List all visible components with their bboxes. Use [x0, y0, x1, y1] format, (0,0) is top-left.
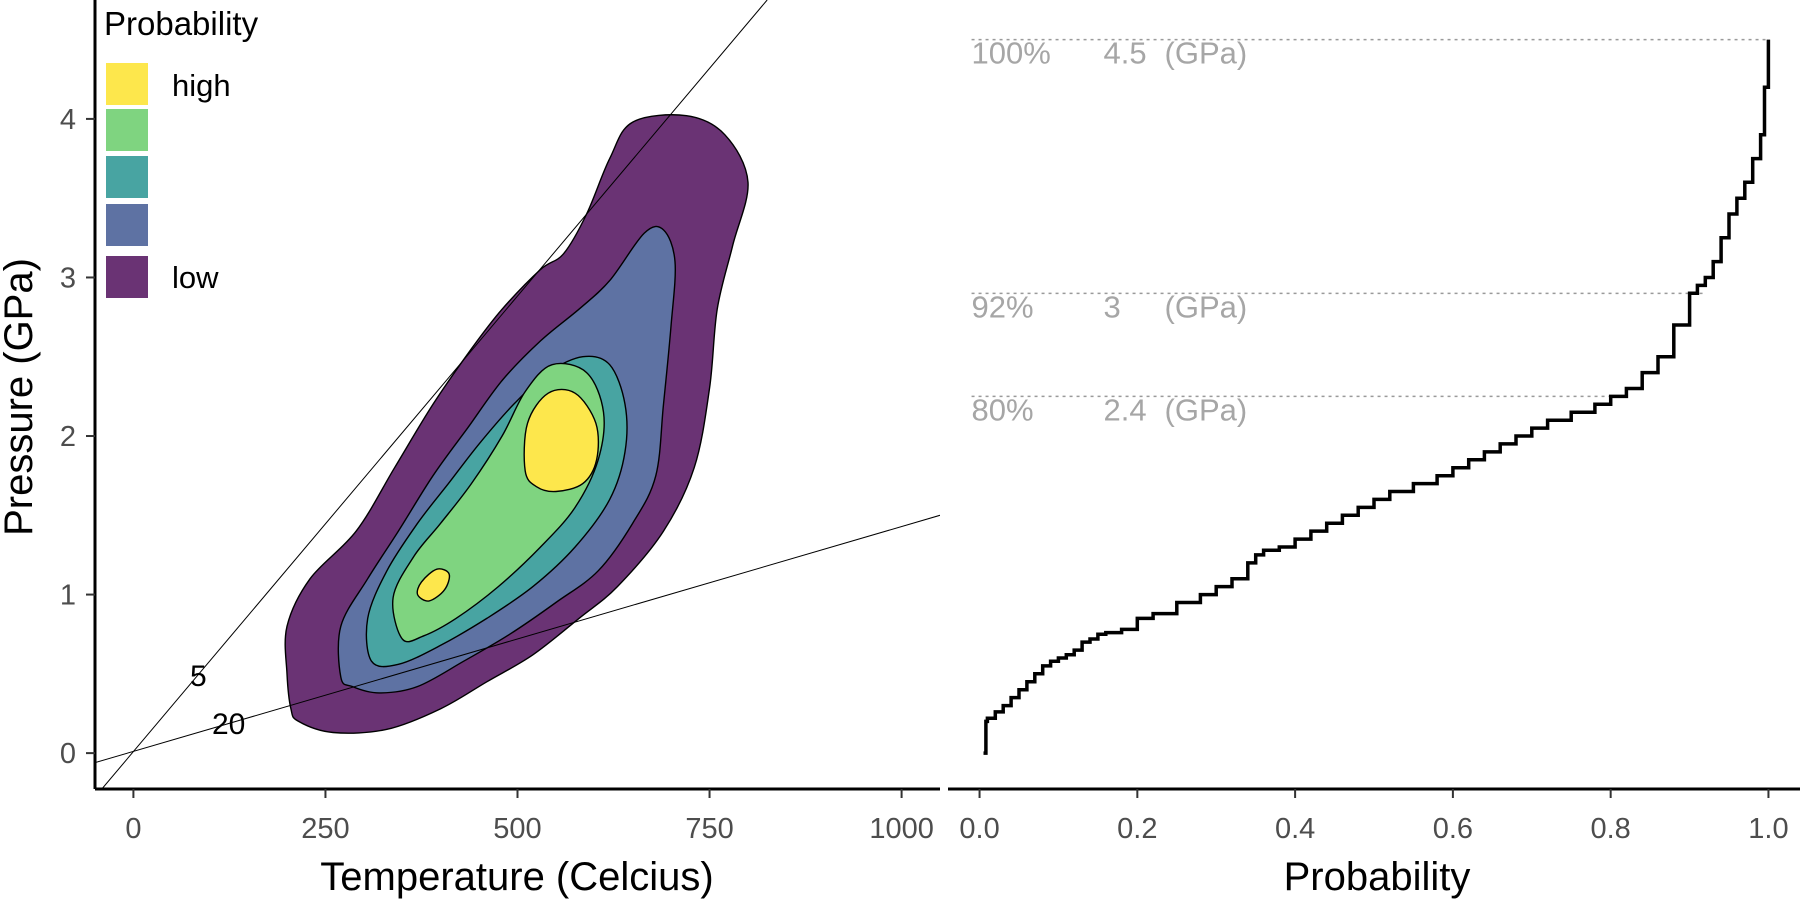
reference-unit: (GPa): [1165, 392, 1248, 427]
reference-value: 3: [1104, 289, 1121, 324]
legend-key-2: [104, 107, 150, 153]
right-x-axis-title: Probability: [1284, 855, 1471, 899]
probability-panel: 100% 4.5 (GPa)92% 3 (GPa)80% 2.4 (GPa) 0.0 0.2 0…: [948, 36, 1800, 899]
right-x-tick-label: 0.6: [1433, 813, 1473, 845]
reference-lines: 100% 4.5 (GPa) 92% 3 (GPa) 80% 2.4 (GPa): [971, 36, 1769, 427]
legend-key-low: [104, 254, 150, 300]
left-x-tick-label: 250: [301, 813, 349, 845]
left-y-ticks: 0 1 2 3 4: [60, 104, 95, 770]
contour-high-1: [416, 568, 451, 602]
left-y-axis-title: Pressure (GPa): [0, 258, 41, 536]
gradient-lines: [95, 0, 940, 788]
reference-value: 4.5: [1104, 36, 1147, 71]
contour-high-0: [523, 388, 600, 493]
left-y-tick-label: 1: [60, 580, 76, 612]
legend-label-high: high: [172, 68, 231, 103]
left-y-tick-label: 4: [60, 104, 76, 136]
gradient-line-5: [102, 0, 768, 788]
gradient-line-20: [95, 514, 940, 764]
reference-unit: (GPa): [1165, 36, 1248, 71]
left-x-tick-label: 500: [493, 813, 541, 845]
right-x-tick-label: 0.0: [959, 813, 999, 845]
reference-unit: (GPa): [1165, 289, 1248, 324]
left-x-tick-label: 750: [685, 813, 733, 845]
left-x-tick-label: 1000: [869, 813, 934, 845]
legend-label-low: low: [172, 260, 219, 295]
right-x-tick-label: 0.8: [1591, 813, 1631, 845]
legend-title: Probability: [104, 5, 259, 42]
reference-percent: 80%: [972, 392, 1034, 427]
right-x-ticks: 0.0 0.2 0.4 0.6 0.8 1.0: [959, 789, 1789, 845]
right-x-tick-label: 0.4: [1275, 813, 1315, 845]
left-x-axis-title: Temperature (Celcius): [320, 855, 713, 899]
left-x-tick-label: 0: [125, 813, 141, 845]
reference-percent: 100%: [972, 36, 1051, 71]
cumulative-probability-line: [983, 39, 1771, 755]
legend-key-4: [104, 202, 150, 248]
reference-value: 2.4: [1104, 392, 1147, 427]
reference-percent: 92%: [972, 289, 1034, 324]
left-y-tick-label: 3: [60, 262, 76, 294]
left-y-tick-label: 0: [60, 738, 76, 770]
legend: Probability high low: [104, 5, 259, 300]
contour-panel: 0 250 500 750 1000 0 1 2 3 4 Temperature (Celciu…: [0, 0, 940, 899]
density-contours: [284, 114, 749, 734]
gradient-label-5: 5: [190, 660, 207, 693]
legend-key-high: [104, 61, 150, 107]
gradient-label-20: 20: [212, 708, 245, 741]
right-x-tick-label: 0.2: [1117, 813, 1157, 845]
legend-key-3: [104, 154, 150, 200]
right-x-tick-label: 1.0: [1748, 813, 1788, 845]
left-x-ticks: 0 250 500 750 1000: [125, 789, 934, 845]
left-y-tick-label: 2: [60, 421, 76, 453]
